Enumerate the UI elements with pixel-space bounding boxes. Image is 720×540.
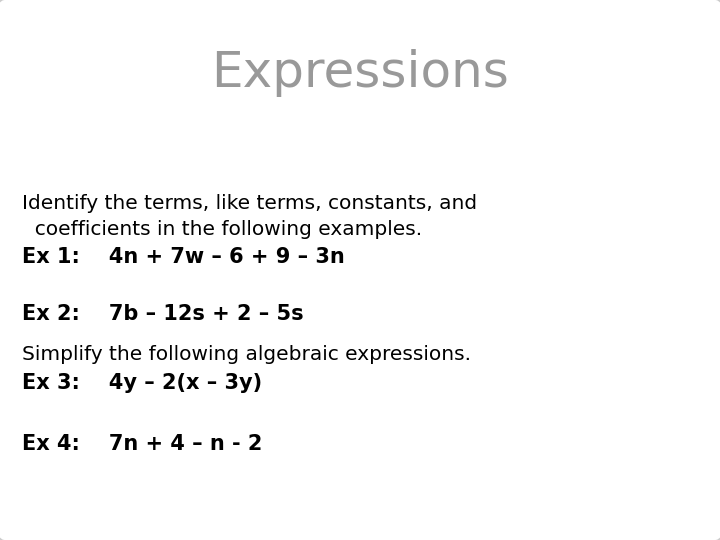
Text: Expressions: Expressions xyxy=(211,49,509,97)
Text: coefficients in the following examples.: coefficients in the following examples. xyxy=(22,220,422,239)
Text: Identify the terms, like terms, constants, and: Identify the terms, like terms, constant… xyxy=(22,194,477,213)
Text: Simplify the following algebraic expressions.: Simplify the following algebraic express… xyxy=(22,346,471,365)
Text: Ex 3:    4y – 2(x – 3y): Ex 3: 4y – 2(x – 3y) xyxy=(22,373,262,393)
Text: Ex 1:    4n + 7w – 6 + 9 – 3n: Ex 1: 4n + 7w – 6 + 9 – 3n xyxy=(22,247,344,267)
Text: Ex 4:    7n + 4 – n - 2: Ex 4: 7n + 4 – n - 2 xyxy=(22,434,262,454)
Text: Ex 2:    7b – 12s + 2 – 5s: Ex 2: 7b – 12s + 2 – 5s xyxy=(22,304,303,324)
